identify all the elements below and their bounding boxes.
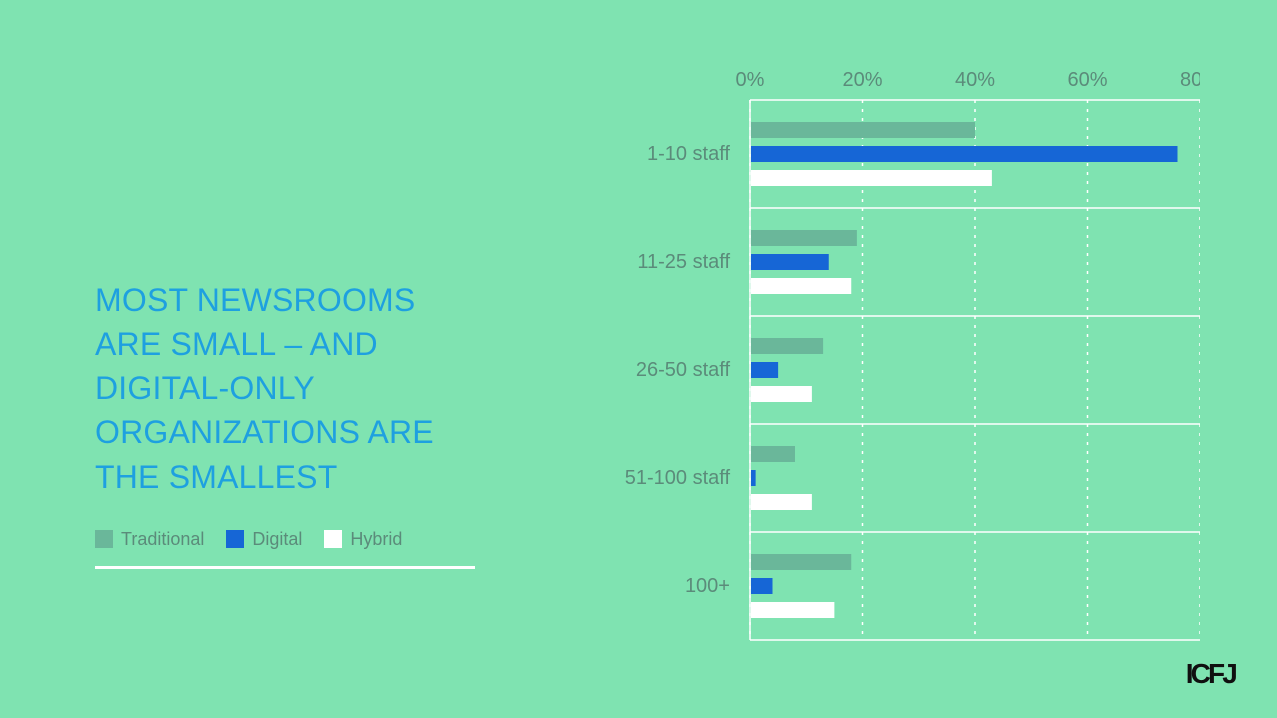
legend-item: Digital xyxy=(226,529,302,550)
bar xyxy=(751,230,857,246)
category-label: 11-25 staff xyxy=(637,251,730,273)
bar xyxy=(751,578,773,594)
bar-chart-svg: 0% 20% 40% 60% 80% 1-10 staff 11-25 staff 26-50… xyxy=(560,70,1200,642)
legend-underline xyxy=(95,566,475,569)
bar xyxy=(751,386,812,402)
bar xyxy=(751,362,778,378)
bar xyxy=(751,122,975,138)
category-label: 26-50 staff xyxy=(636,359,731,381)
category-label: 1-10 staff xyxy=(647,143,730,165)
category-label: 51-100 staff xyxy=(625,467,731,489)
legend-swatch xyxy=(95,530,113,548)
chart-title: MOST NEWSROOMS ARE SMALL – AND DIGITAL-O… xyxy=(95,278,475,499)
x-tick-label: 0% xyxy=(736,70,765,91)
legend-swatch xyxy=(324,530,342,548)
legend-item: Hybrid xyxy=(324,529,402,550)
left-text-block: MOST NEWSROOMS ARE SMALL – AND DIGITAL-O… xyxy=(95,278,475,569)
bar xyxy=(751,170,992,186)
x-tick-label: 20% xyxy=(842,70,882,91)
bar xyxy=(751,470,756,486)
bar xyxy=(751,446,795,462)
chart-legend: Traditional Digital Hybrid xyxy=(95,529,475,550)
bar xyxy=(751,338,823,354)
x-tick-label: 80% xyxy=(1180,70,1200,91)
bar xyxy=(751,146,1178,162)
bar xyxy=(751,554,851,570)
legend-label: Digital xyxy=(252,529,302,550)
legend-item: Traditional xyxy=(95,529,204,550)
category-label: 100+ xyxy=(685,575,730,597)
x-tick-label: 60% xyxy=(1067,70,1107,91)
bar-chart: 0% 20% 40% 60% 80% 1-10 staff 11-25 staff 26-50… xyxy=(560,70,1200,630)
bar xyxy=(751,494,812,510)
bar xyxy=(751,254,829,270)
legend-swatch xyxy=(226,530,244,548)
x-tick-label: 40% xyxy=(955,70,995,91)
icfj-logo: ICFJ xyxy=(1186,658,1235,690)
legend-label: Traditional xyxy=(121,529,204,550)
legend-label: Hybrid xyxy=(350,529,402,550)
bar xyxy=(751,602,834,618)
slide-canvas: MOST NEWSROOMS ARE SMALL – AND DIGITAL-O… xyxy=(0,0,1277,718)
bar xyxy=(751,278,851,294)
